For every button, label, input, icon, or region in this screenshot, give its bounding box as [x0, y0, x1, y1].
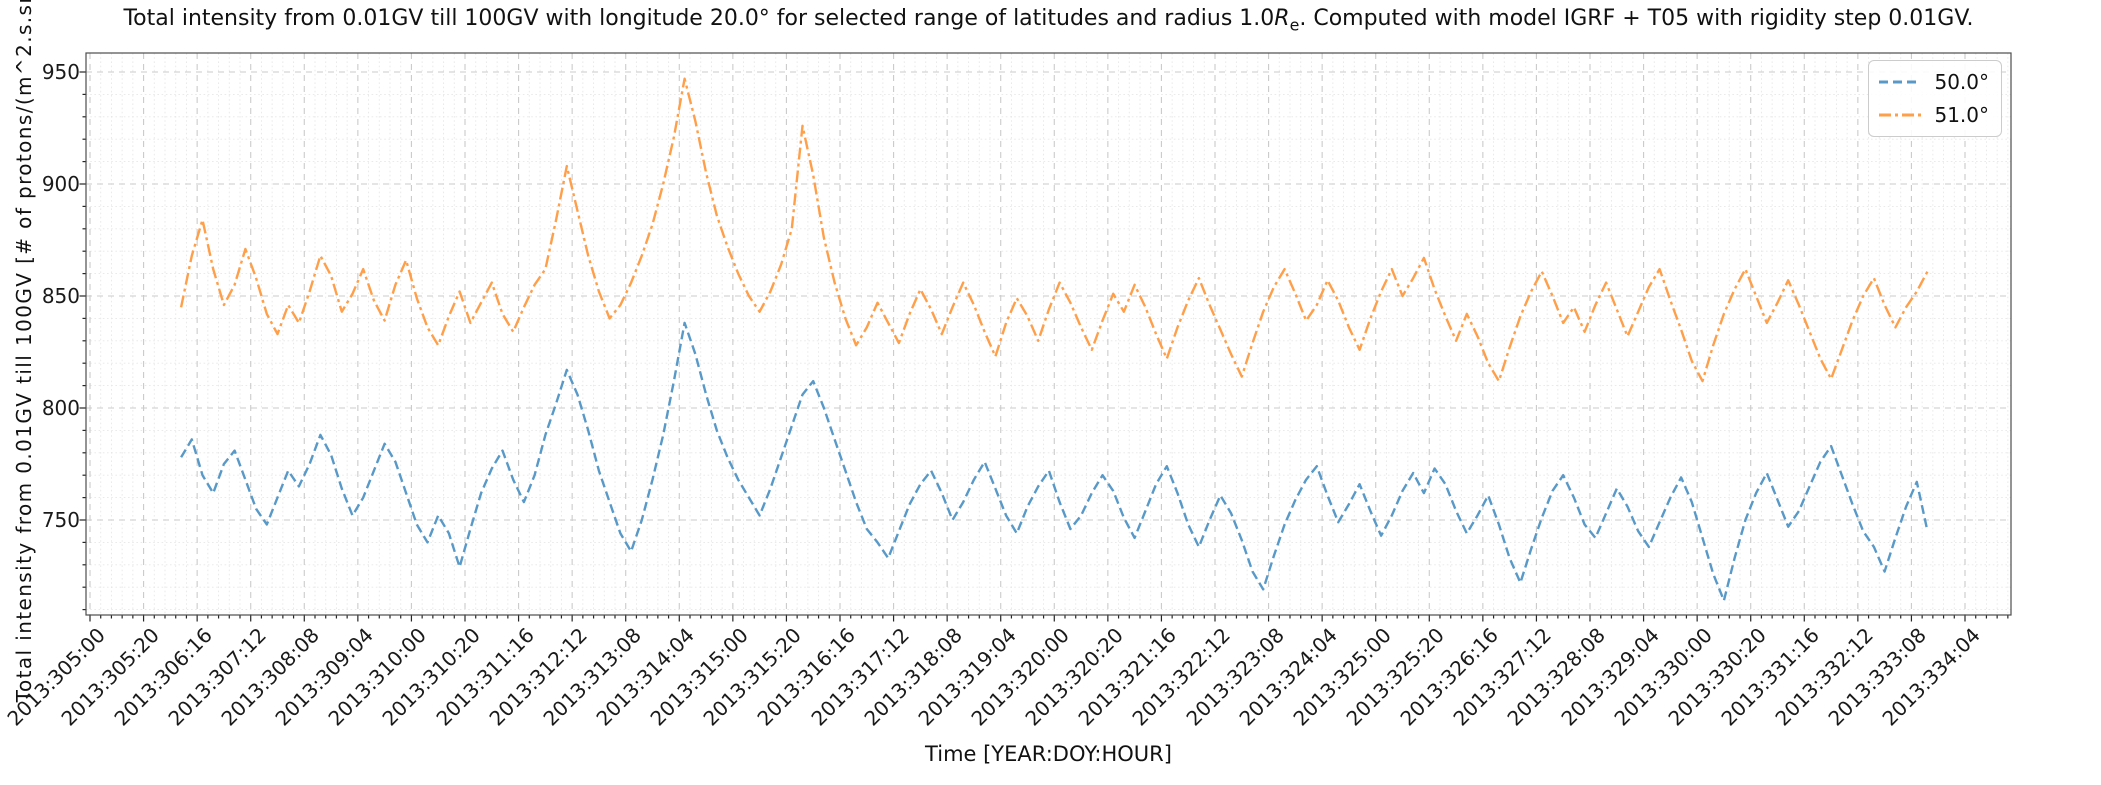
figure-title-math-r: R [1274, 6, 1290, 31]
major-gridlines [86, 53, 2011, 615]
y-tick-label: 900 [41, 172, 80, 196]
legend-label: 50.0° [1934, 70, 1989, 94]
legend-item: 50.0° [1879, 70, 1989, 94]
y-tick-label: 950 [41, 60, 80, 84]
legend-item: 51.0° [1879, 103, 1989, 127]
legend: 50.0° 51.0° [1868, 60, 2002, 137]
axis-spines [85, 52, 2012, 616]
series-line-500 [180, 321, 1929, 602]
x-axis-label: Time [YEAR:DOY:HOUR] [925, 742, 1172, 766]
figure-title-text: Total intensity from 0.01GV till 100GV w… [123, 6, 1275, 31]
y-tick-label: 850 [41, 284, 80, 308]
y-tick-label: 750 [41, 508, 80, 532]
legend-line-dashed-icon [1879, 80, 1921, 84]
minor-gridlines [86, 53, 2011, 615]
figure-title-math-sub: e [1289, 15, 1300, 35]
figure-title-text-2: . Computed with model IGRF + T05 with ri… [1299, 6, 1974, 31]
legend-line-dashdot-icon [1879, 113, 1921, 117]
legend-label: 51.0° [1934, 103, 1989, 127]
figure-title: Total intensity from 0.01GV till 100GV w… [86, 6, 2011, 34]
y-tick-label: 800 [41, 396, 80, 420]
